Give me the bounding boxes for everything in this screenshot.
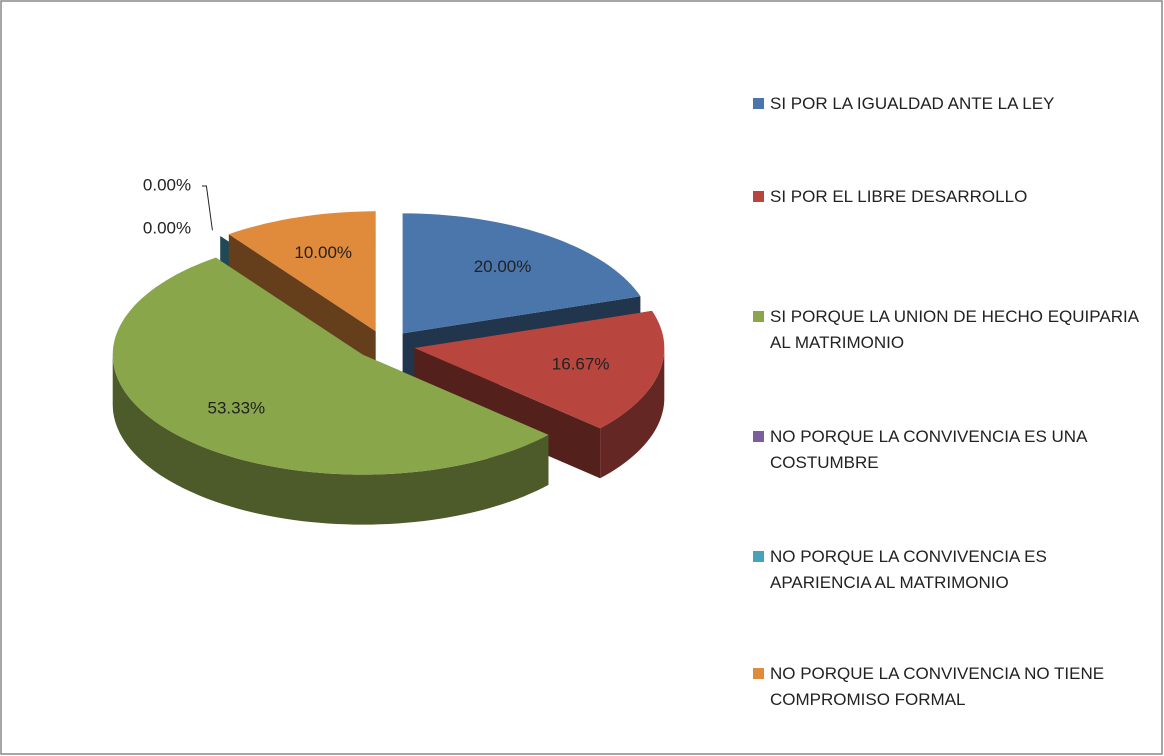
legend-entry: NO PORQUE LA CONVIVENCIA ES APARIENCIA A… — [753, 544, 1145, 596]
legend-label: NO PORQUE LA CONVIVENCIA ES UNA COSTUMBR… — [770, 427, 1087, 472]
legend-entry: SI POR EL LIBRE DESARROLLO — [753, 184, 1145, 210]
legend-swatch — [753, 668, 764, 679]
legend-label: SI PORQUE LA UNION DE HECHO EQUIPARIA AL… — [770, 307, 1139, 352]
slice — [228, 211, 376, 332]
data-label: 10.00% — [294, 243, 352, 262]
data-label: 20.00% — [474, 257, 532, 276]
legend-entry: SI PORQUE LA UNION DE HECHO EQUIPARIA AL… — [753, 304, 1145, 356]
legend-label: NO PORQUE LA CONVIVENCIA ES APARIENCIA A… — [770, 547, 1047, 592]
data-label: 0.00% — [143, 218, 191, 237]
data-label: 0.00% — [143, 175, 191, 194]
legend-label: NO PORQUE LA CONVIVENCIA NO TIENE COMPRO… — [770, 664, 1105, 709]
legend-swatch — [753, 551, 764, 562]
legend-label: SI POR EL LIBRE DESARROLLO — [770, 187, 1028, 206]
slice-wall — [112, 354, 549, 525]
data-label: 16.67% — [552, 354, 610, 373]
legend-swatch — [753, 311, 764, 322]
slice — [414, 310, 665, 429]
leader-line — [202, 185, 213, 231]
legend-swatch — [753, 191, 764, 202]
legend-swatch — [753, 98, 764, 109]
slice — [220, 236, 368, 334]
slice-side — [414, 348, 601, 479]
slice-wall — [600, 348, 665, 479]
legend-label: SI POR LA IGUALDAD ANTE LA LEY — [770, 94, 1055, 113]
slice — [112, 257, 549, 475]
data-label: 53.33% — [208, 399, 266, 418]
legend-swatch — [753, 431, 764, 442]
legend-entry: SI POR LA IGUALDAD ANTE LA LEY — [753, 91, 1145, 117]
legend-entry: NO PORQUE LA CONVIVENCIA NO TIENE COMPRO… — [753, 661, 1145, 713]
slice — [402, 213, 641, 334]
legend-entry: NO PORQUE LA CONVIVENCIA ES UNA COSTUMBR… — [753, 424, 1145, 476]
